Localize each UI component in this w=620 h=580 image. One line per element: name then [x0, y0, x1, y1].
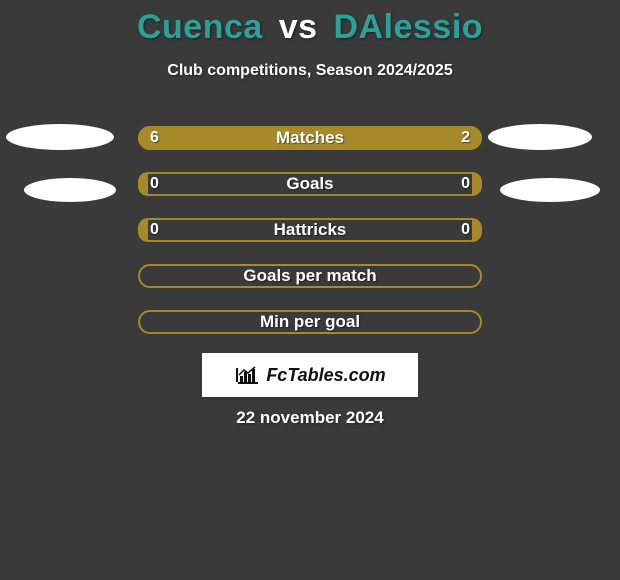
stat-label: Goals per match: [138, 264, 482, 288]
stat-value-right: 0: [461, 172, 470, 196]
stat-value-right: 0: [461, 218, 470, 242]
title-player1: Cuenca: [137, 8, 263, 46]
stat-value-left: 0: [150, 218, 159, 242]
stat-value-right: 2: [461, 126, 470, 150]
stat-value-left: 0: [150, 172, 159, 196]
stat-row: Goals per match: [138, 264, 482, 288]
stat-label: Goals: [138, 172, 482, 196]
stat-label: Matches: [138, 126, 482, 150]
stat-row: Hattricks0 0: [138, 218, 482, 242]
logo-text: FcTables.com: [266, 365, 385, 386]
side-blob: [6, 124, 114, 150]
subtitle: Club competitions, Season 2024/2025: [0, 62, 620, 80]
page-title: Cuenca vs DAlessio: [0, 8, 620, 47]
stat-label: Min per goal: [138, 310, 482, 334]
stat-value-left: 6: [150, 126, 159, 150]
stat-label: Hattricks: [138, 218, 482, 242]
side-blob: [488, 124, 592, 150]
stat-row: Min per goal: [138, 310, 482, 334]
logo-box: FcTables.com: [202, 353, 418, 397]
side-blob: [24, 178, 116, 202]
title-vs: vs: [279, 8, 318, 46]
title-player2: DAlessio: [334, 8, 484, 46]
stat-row: Matches6 2: [138, 126, 482, 150]
comparison-canvas: Cuenca vs DAlessio Club competitions, Se…: [0, 0, 620, 580]
side-blob: [500, 178, 600, 202]
date-line: 22 november 2024: [0, 408, 620, 428]
barchart-icon: [234, 364, 260, 386]
stat-row: Goals0 0: [138, 172, 482, 196]
